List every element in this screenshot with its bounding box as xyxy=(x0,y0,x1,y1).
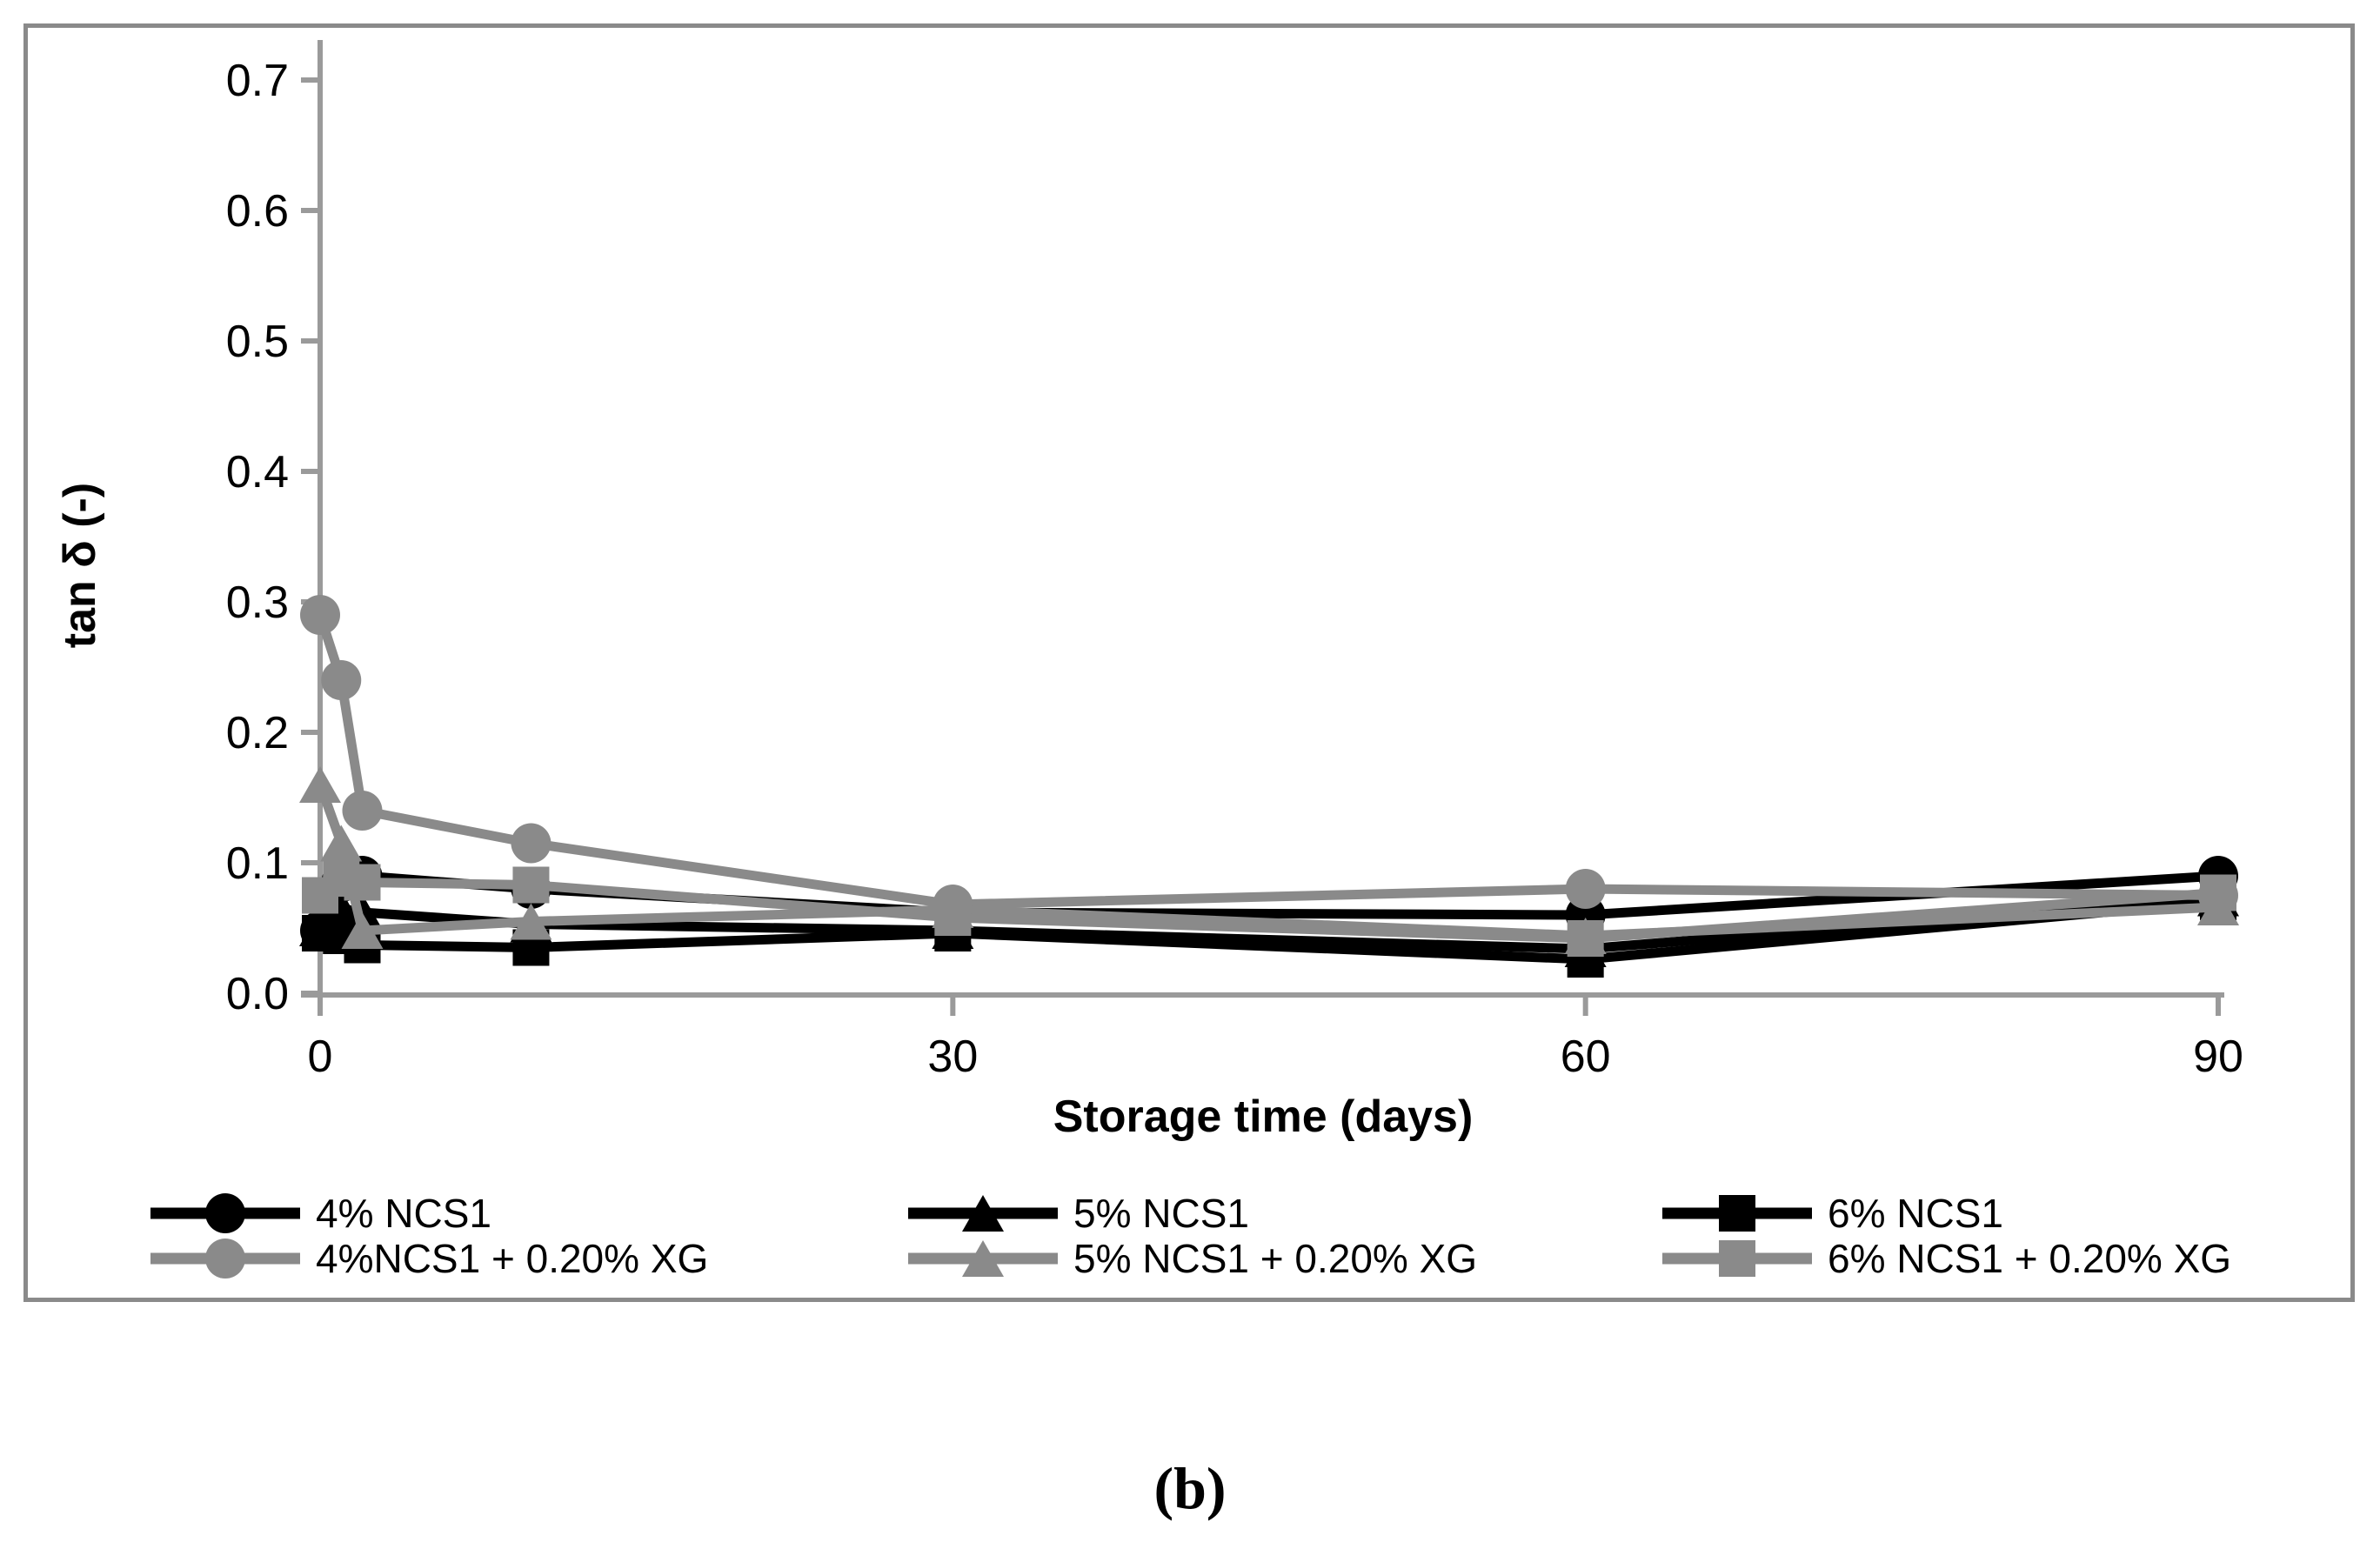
x-tick-label: 30 xyxy=(927,1032,978,1082)
series-5-marker-square xyxy=(934,899,972,936)
series-3-marker-circle xyxy=(511,823,552,864)
legend-label: 4%NCS1 + 0.20% XG xyxy=(316,1236,708,1281)
y-tick-label: 0.5 xyxy=(226,317,289,367)
series-4-marker-triangle xyxy=(510,903,552,940)
legend-marker-circle xyxy=(205,1193,245,1233)
legend-entry-2: 6% NCS1 xyxy=(1662,1191,2003,1236)
legend-label: 5% NCS1 + 0.20% XG xyxy=(1073,1236,1477,1281)
series-4-marker-triangle xyxy=(299,766,341,803)
axes: 0.0 0.1 0.2 0.3 0.4 0.5 0.6 0.7 0 30 60 90 xyxy=(226,40,2243,1082)
y-tick-label: 0.1 xyxy=(226,838,289,889)
y-tick-label: 0.0 xyxy=(226,969,289,1019)
legend-entry-4: 5% NCS1 + 0.20% XG xyxy=(908,1236,1477,1281)
legend-entry-0: 4% NCS1 xyxy=(150,1191,491,1236)
legend-marker-triangle xyxy=(962,1195,1004,1232)
figure-caption: (b) xyxy=(1153,1455,1227,1521)
legend-entry-3: 4%NCS1 + 0.20% XG xyxy=(150,1236,708,1281)
legend-label: 5% NCS1 xyxy=(1073,1191,1249,1236)
legend-marker-circle xyxy=(205,1239,245,1279)
x-axis-title: Storage time (days) xyxy=(1053,1092,1474,1142)
series-5-marker-square xyxy=(1567,920,1604,957)
y-axis-title: tan δ (-) xyxy=(55,482,105,649)
legend-label: 4% NCS1 xyxy=(316,1191,491,1236)
y-tick-label: 0.7 xyxy=(226,56,289,106)
chart-figure-border xyxy=(23,23,2355,1302)
y-tick-label: 0.3 xyxy=(226,578,289,628)
series-5-marker-square xyxy=(2200,874,2236,911)
legend-label: 6% NCS1 xyxy=(1828,1191,2003,1236)
y-tick-label: 0.6 xyxy=(226,186,289,237)
x-tick-label: 60 xyxy=(1561,1032,1611,1082)
series-5 xyxy=(302,860,2236,957)
x-tick-label: 90 xyxy=(2193,1032,2243,1082)
legend-marker-square xyxy=(1719,1195,1755,1232)
legend-entry-5: 6% NCS1 + 0.20% XG xyxy=(1662,1236,2231,1281)
series-3-marker-circle xyxy=(1565,869,1606,909)
legend: 4% NCS1 5% NCS1 6% NCS1 4%NCS1 + 0.20% XG 5%… xyxy=(150,1191,2231,1281)
y-tick-label: 0.4 xyxy=(226,447,289,497)
series-3-line xyxy=(315,613,2219,910)
legend-marker-triangle xyxy=(962,1240,1004,1277)
x-tick-label: 0 xyxy=(308,1032,333,1082)
legend-marker-square xyxy=(1719,1240,1755,1277)
legend-entry-1: 5% NCS1 xyxy=(908,1191,1249,1236)
series-5-marker-square xyxy=(512,866,550,904)
series-3-marker-circle xyxy=(342,791,383,831)
legend-label: 6% NCS1 + 0.20% XG xyxy=(1828,1236,2231,1281)
series-5-marker-square xyxy=(344,864,381,901)
series-3 xyxy=(300,595,2238,925)
series-4-marker-triangle xyxy=(320,825,363,862)
series-3-marker-circle xyxy=(300,595,340,635)
series-4-marker-triangle xyxy=(341,912,384,949)
y-tick-label: 0.2 xyxy=(226,708,289,758)
series-3-marker-circle xyxy=(321,660,362,700)
